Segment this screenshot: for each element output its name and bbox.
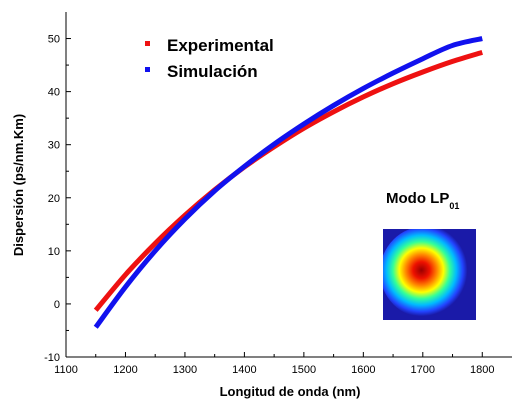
series-layer (93, 36, 483, 329)
x-axis-label: Longitud de onda (nm) (220, 384, 361, 399)
inset-title: Modo LP01 (386, 190, 459, 211)
y-axis-ticks: -10 0 10 20 30 40 50 (44, 34, 71, 364)
inset-title-sub: 01 (449, 201, 459, 211)
y-tick-label: 20 (48, 193, 60, 205)
x-tick-label: 1100 (54, 364, 78, 376)
y-tick-label: 0 (54, 299, 60, 311)
mode-intensity-profile (383, 229, 472, 318)
x-tick-label: 1300 (173, 364, 197, 376)
x-tick-label: 1500 (292, 364, 316, 376)
legend-marker-experimental (145, 41, 150, 46)
x-tick-label: 1800 (470, 364, 494, 376)
x-tick-label: 1600 (351, 364, 375, 376)
y-tick-label: 10 (48, 246, 60, 258)
x-axis-ticks: 1100 1200 1300 1400 1500 1600 1700 1800 (54, 352, 495, 376)
series-line-experimental (93, 49, 483, 312)
mode-inset: Modo LP01 (383, 190, 476, 320)
series-line-simulacion (93, 36, 483, 329)
y-tick-label: 30 (48, 140, 60, 152)
x-tick-label: 1200 (113, 364, 137, 376)
y-tick-label: -10 (44, 352, 60, 364)
legend-label-experimental: Experimental (167, 36, 274, 55)
legend-label-simulacion: Simulación (167, 62, 258, 81)
x-tick-label: 1700 (411, 364, 435, 376)
x-tick-label: 1400 (232, 364, 256, 376)
legend: Experimental Simulación (145, 36, 274, 81)
legend-marker-simulacion (145, 67, 150, 72)
y-axis-label: Dispersión (ps/nm.Km) (11, 114, 26, 256)
axes-frame (65, 12, 512, 358)
y-tick-label: 40 (48, 87, 60, 99)
inset-title-main: Modo LP (386, 190, 449, 207)
y-tick-label: 50 (48, 34, 60, 46)
